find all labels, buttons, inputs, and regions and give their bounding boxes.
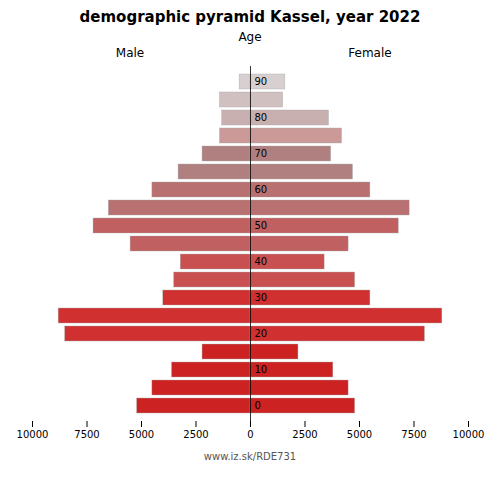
svg-text:0: 0 [250,429,254,440]
svg-text:20: 20 [255,328,268,339]
html-text:Age: Age [238,30,262,44]
svg-text:80: 80 [255,112,268,123]
svg-text:10: 10 [255,364,268,375]
svg-text:7500: 7500 [74,429,99,440]
svg-text:30: 30 [255,292,268,303]
svg-text:50: 50 [255,220,268,231]
svg-text:2500: 2500 [183,429,208,440]
html-text:Female: Female [348,46,392,60]
svg-text:7500: 7500 [401,429,426,440]
svg-text:5000: 5000 [129,429,154,440]
svg-text:10000: 10000 [453,429,485,440]
svg-text:70: 70 [255,148,268,159]
html-text:www.iz.sk/RDE731: www.iz.sk/RDE731 [203,451,297,462]
svg-text:40: 40 [255,256,268,267]
svg-text:2500: 2500 [292,429,317,440]
svg-text:60: 60 [255,184,268,195]
svg-text:0: 0 [255,400,261,411]
html-text:demographic pyramid Kassel, ye: demographic pyramid Kassel, year 2022 [79,8,421,26]
svg-text:0: 0 [247,429,250,440]
html-text:Male: Male [115,46,145,60]
svg-text:90: 90 [255,76,268,87]
svg-text:5000: 5000 [347,429,372,440]
svg-text:10000: 10000 [17,429,49,440]
